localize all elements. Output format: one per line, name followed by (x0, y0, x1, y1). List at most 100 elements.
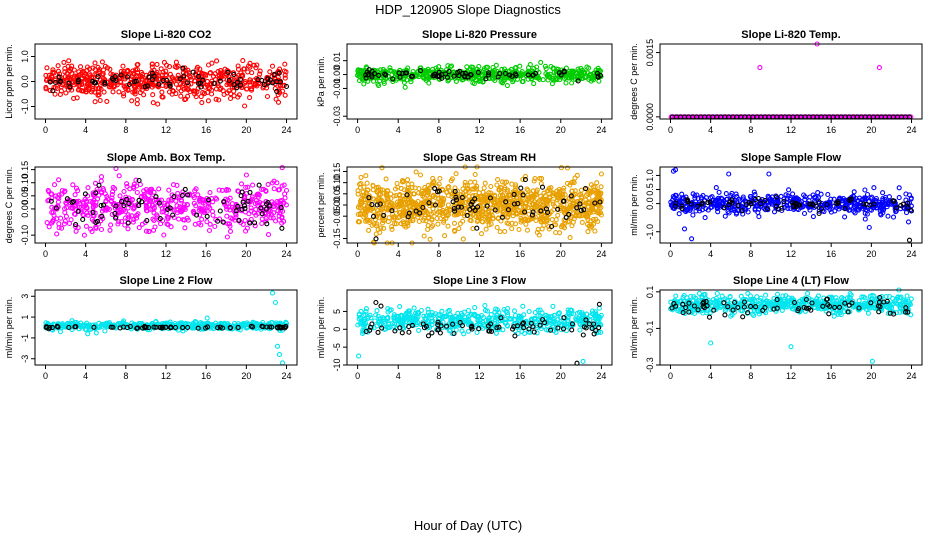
data-point (50, 88, 56, 94)
data-point (499, 214, 505, 220)
data-point (398, 221, 404, 227)
data-point (139, 87, 145, 93)
x-tick-label: 16 (201, 125, 211, 135)
y-tick-label: 1 (20, 315, 30, 320)
data-point (212, 195, 219, 201)
x-tick-label: 16 (515, 249, 525, 259)
data-point (786, 187, 792, 193)
x-tick-label: 4 (83, 371, 88, 381)
data-point (494, 182, 500, 188)
x-tick-label: 20 (866, 125, 876, 135)
data-point (141, 193, 147, 199)
data-point (207, 221, 213, 227)
data-point (131, 206, 137, 212)
data-point (430, 66, 436, 72)
data-point (231, 71, 237, 78)
data-point (191, 209, 197, 215)
x-tick-label: 20 (241, 371, 251, 381)
data-point (125, 87, 131, 93)
data-point (116, 173, 122, 179)
data-point (108, 222, 114, 228)
data-point (554, 77, 560, 83)
data-point (115, 207, 121, 213)
data-point (381, 225, 387, 231)
x-tick-label: 24 (282, 249, 292, 259)
data-point (177, 204, 183, 210)
data-point (434, 215, 440, 222)
data-point (76, 77, 82, 83)
data-point (373, 236, 379, 242)
data-point (429, 180, 435, 187)
data-point (568, 75, 574, 81)
data-point (276, 89, 282, 95)
x-tick-label: 20 (241, 125, 251, 135)
data-point (442, 209, 448, 216)
data-point (58, 215, 64, 221)
data-point (595, 65, 601, 71)
series-1 (43, 58, 289, 109)
data-point (723, 191, 729, 197)
data-point (95, 74, 101, 80)
data-point (171, 194, 177, 200)
data-point (173, 198, 179, 204)
data-point (578, 207, 584, 213)
data-point (71, 95, 77, 101)
data-point (252, 223, 258, 229)
data-point (430, 73, 436, 79)
data-point (96, 86, 102, 92)
data-point (58, 84, 64, 90)
y-tick-label: 0.00 (20, 200, 30, 218)
data-point (371, 78, 377, 84)
figure-title: HDP_120905 Slope Diagnostics (375, 2, 561, 17)
data-point (175, 72, 181, 78)
data-point (120, 91, 127, 97)
x-tick-label: 8 (748, 125, 753, 135)
x-tick-label: 20 (556, 125, 566, 135)
y-tick-label: 0.01 (332, 52, 342, 70)
data-point (237, 82, 244, 88)
data-point (50, 218, 56, 224)
data-point (149, 70, 156, 76)
data-point (245, 69, 251, 75)
data-point (199, 216, 205, 222)
data-point (585, 229, 591, 235)
data-point (192, 221, 198, 227)
data-point (383, 176, 389, 182)
data-point (560, 191, 566, 198)
data-point (486, 72, 492, 78)
panel-title: Slope Line 2 Flow (120, 275, 213, 287)
data-point (363, 218, 369, 224)
data-point (222, 66, 228, 72)
data-point (502, 180, 508, 186)
data-point (269, 180, 275, 186)
data-point (271, 72, 277, 78)
data-point (146, 74, 152, 80)
figure-xlabel: Hour of Day (UTC) (414, 518, 522, 533)
data-point (124, 181, 130, 187)
data-point (55, 199, 61, 205)
data-point (567, 235, 573, 241)
data-point (563, 214, 569, 220)
panel-points (43, 58, 290, 109)
data-point (522, 209, 528, 215)
y-axis-label: ml/min per min. (4, 297, 14, 359)
data-point (362, 192, 368, 198)
data-point (586, 76, 592, 83)
data-point (594, 180, 600, 186)
data-point (72, 192, 78, 198)
data-point (53, 205, 59, 211)
data-point (502, 70, 508, 77)
data-point (569, 188, 575, 194)
data-point (451, 206, 457, 212)
data-point (406, 199, 412, 205)
data-point (191, 195, 197, 201)
y-tick-label: -0.10 (20, 225, 30, 246)
data-point (100, 71, 106, 77)
data-point (281, 182, 287, 188)
data-point (130, 89, 136, 95)
data-point (226, 88, 232, 94)
data-point (544, 200, 550, 207)
data-point (364, 180, 370, 186)
data-point (421, 194, 427, 200)
data-point (437, 202, 443, 208)
